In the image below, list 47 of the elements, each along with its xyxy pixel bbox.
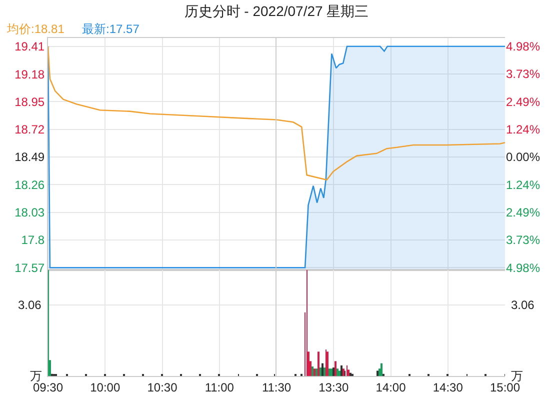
chart-title: 历史分时 - 2022/07/27 星期三 [184,2,369,19]
text: 4.98% [506,39,540,54]
x-tick-label: 11:30 [262,380,292,394]
bar [312,366,314,376]
text: 均价:18.81 [6,22,65,36]
bar [336,368,338,376]
y-tick-label: 18.49 [14,150,45,164]
bar [350,372,352,376]
text: 万 [30,369,42,383]
y-tick-label: 17.57 [14,260,45,275]
bar [380,363,382,376]
bar [334,361,336,376]
text: 1.24% [506,122,540,137]
bar [322,363,324,376]
x-tick-label: 11:00 [204,380,234,394]
y-tick-label: 17.8 [21,233,45,248]
x-tick-label: 13:30 [318,380,349,394]
text: 4.98% [506,260,540,275]
bar [340,365,342,376]
text: 3.06 [511,298,535,312]
bar [320,368,322,376]
y-tick-label: 18.03 [14,206,45,220]
text: 3.73% [506,67,540,82]
y-tick-label: 18.26 [14,178,45,192]
text: 万 [511,369,523,383]
y-tick-label: 19.41 [14,40,45,54]
text: 2.49% [506,206,540,220]
text: 2.49% [506,94,540,109]
x-tick-label: 10:30 [147,380,178,394]
y-tick-label: 18.72 [14,122,45,137]
bar [338,370,340,376]
bar [348,370,350,376]
text: 0.00% [506,150,540,164]
bar [324,368,326,376]
text: 1.24% [506,178,540,192]
text: 3.06 [18,298,42,312]
x-tick-label: 15:00 [490,380,520,394]
x-tick-label: 14:00 [376,380,406,394]
y-tick-label: 19.18 [14,67,45,82]
x-tick-label: 14:30 [432,380,464,394]
bar [318,352,320,376]
bar [328,368,330,376]
text: 3.73% [506,233,540,248]
x-tick-label: 09:30 [32,380,64,394]
y-tick-label: 18.95 [14,94,45,109]
x-tick-label: 10:00 [90,380,120,394]
text: 最新:17.57 [82,22,140,36]
